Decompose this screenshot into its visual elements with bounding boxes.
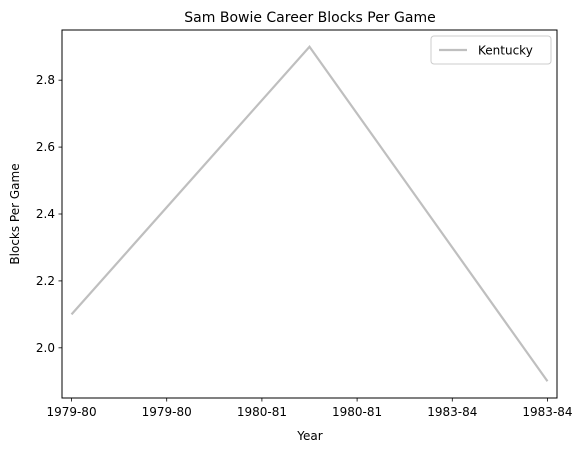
legend-label: Kentucky [478, 44, 533, 58]
x-tick-label: 1980-81 [332, 405, 382, 419]
y-axis: 2.0 2.2 2.4 2.6 2.8 [36, 73, 62, 355]
series-line-kentucky [70, 44, 549, 382]
y-axis-label: Blocks Per Game [8, 163, 22, 264]
y-tick-label: 2.4 [36, 207, 55, 221]
y-tick-label: 2.6 [36, 140, 55, 154]
x-tick-label: 1980-81 [237, 405, 287, 419]
x-tick-label: 1983-84 [522, 405, 572, 419]
x-axis: 1979-80 1979-80 1980-81 1980-81 1983-84 1983-… [46, 398, 573, 419]
series-layer [70, 44, 549, 382]
x-axis-label: Year [296, 429, 322, 443]
plot-area-frame [61, 29, 558, 399]
legend-frame [430, 35, 552, 65]
x-tick-label: 1979-80 [142, 405, 192, 419]
y-tick-label: 2.8 [36, 73, 55, 87]
chart-title: Sam Bowie Career Blocks Per Game [184, 10, 435, 26]
x-tick-label: 1979-80 [46, 405, 96, 419]
y-tick-label: 2.2 [36, 274, 55, 288]
legend: Kentucky [430, 35, 552, 65]
y-tick-label: 2.0 [36, 341, 55, 355]
x-tick-label: 1983-84 [427, 405, 477, 419]
